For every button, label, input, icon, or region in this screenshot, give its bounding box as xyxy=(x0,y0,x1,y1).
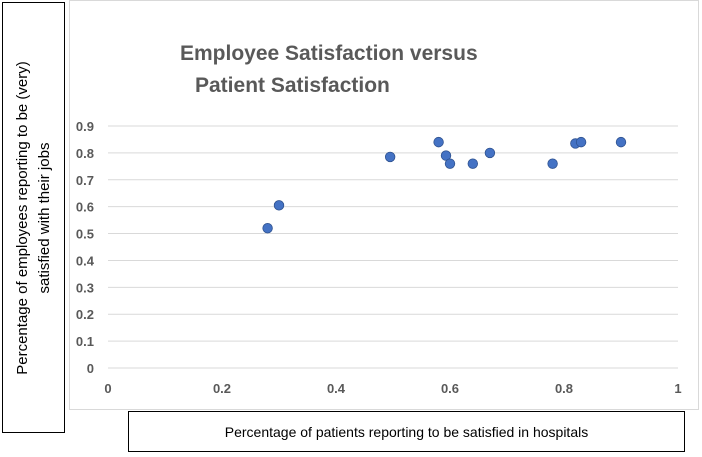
y-tick-label: 0.4 xyxy=(76,253,95,268)
data-point xyxy=(444,158,456,169)
x-axis-label-box: Percentage of patients reporting to be s… xyxy=(128,411,685,452)
y-tick-label: 0.1 xyxy=(76,334,94,349)
chart-title-line-1: Employee Satisfaction versus xyxy=(180,42,478,65)
data-point xyxy=(384,151,396,163)
data-point xyxy=(547,158,558,169)
data-point xyxy=(484,147,496,159)
data-point xyxy=(615,136,627,148)
x-axis-label: Percentage of patients reporting to be s… xyxy=(224,423,589,440)
x-tick-label: 0.2 xyxy=(213,381,231,396)
y-tick-label: 0.7 xyxy=(76,173,94,188)
y-tick-label: 0.8 xyxy=(76,146,94,161)
y-tick-label: 0 xyxy=(87,361,94,376)
data-point xyxy=(273,200,285,211)
data-point xyxy=(433,136,444,148)
y-axis-label-box: Percentage of employees reporting to be … xyxy=(2,2,65,433)
chart-area xyxy=(69,0,699,410)
x-tick-label: 0.4 xyxy=(327,381,346,396)
x-tick-label: 1 xyxy=(674,381,681,396)
chart-title-line-2: Patient Satisfaction xyxy=(195,74,390,97)
y-tick-label: 0.5 xyxy=(76,227,94,242)
y-axis-label: Percentage of employees reporting to be … xyxy=(13,60,53,375)
data-point xyxy=(467,158,479,169)
x-tick-label: 0.8 xyxy=(555,381,573,396)
data-point xyxy=(575,136,587,148)
chart-title: Employee Satisfaction versus Patient Sat… xyxy=(180,38,540,102)
x-tick-label: 0.6 xyxy=(441,381,459,396)
y-tick-label: 0.2 xyxy=(76,307,94,322)
y-tick-label: 0.9 xyxy=(76,119,94,134)
x-tick-label: 0 xyxy=(104,381,111,396)
y-tick-label: 0.6 xyxy=(76,200,94,215)
data-point xyxy=(262,222,273,234)
y-tick-label: 0.3 xyxy=(76,280,94,295)
